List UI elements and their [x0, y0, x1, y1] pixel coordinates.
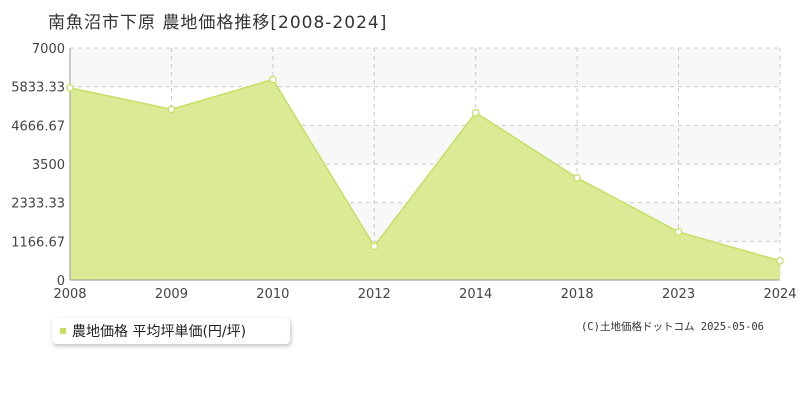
y-tick-label: 2333.33 — [11, 197, 65, 212]
x-tick-label: 2012 — [358, 287, 391, 302]
x-tick-label: 2008 — [53, 287, 86, 302]
data-point — [674, 228, 683, 236]
data-points — [66, 75, 784, 265]
x-tick-label: 2014 — [459, 287, 492, 302]
data-point — [167, 105, 176, 114]
plot-band — [70, 48, 780, 87]
data-point — [269, 75, 277, 84]
y-tick-label: 5833.33 — [11, 81, 65, 96]
copyright: (C)土地価格ドットコム 2025-05-06 — [580, 321, 764, 333]
y-tick-label: 1166.67 — [11, 235, 65, 250]
x-tick-labels: 2008 2009 2010 2012 2014 2018 2023 2024 — [53, 287, 796, 302]
data-point — [370, 242, 379, 250]
x-tick-label: 2009 — [155, 287, 188, 302]
x-tick-label: 2024 — [763, 287, 796, 302]
y-tick-label: 3500 — [32, 158, 65, 173]
chart-title: 南魚沼市下原 農地価格推移[2008-2024] — [48, 13, 388, 33]
data-point — [776, 256, 784, 265]
legend-label: 農地価格 平均坪単価(円/坪) — [72, 324, 247, 340]
legend: 農地価格 平均坪単価(円/坪) — [52, 318, 290, 344]
data-point — [573, 174, 581, 182]
series-line — [69, 78, 781, 262]
y-tick-label: 0 — [57, 274, 65, 289]
data-point — [66, 83, 74, 92]
data-point — [471, 108, 480, 117]
x-tick-label: 2018 — [561, 287, 594, 302]
y-tick-labels: 0 1166.67 2333.33 3500 4666.67 5833.33 7000 — [11, 42, 65, 289]
legend-marker — [60, 328, 66, 334]
y-tick-label: 7000 — [32, 42, 65, 57]
y-tick-label: 4666.67 — [11, 119, 65, 134]
x-tick-label: 2023 — [662, 287, 695, 302]
x-tick-label: 2010 — [256, 287, 289, 302]
